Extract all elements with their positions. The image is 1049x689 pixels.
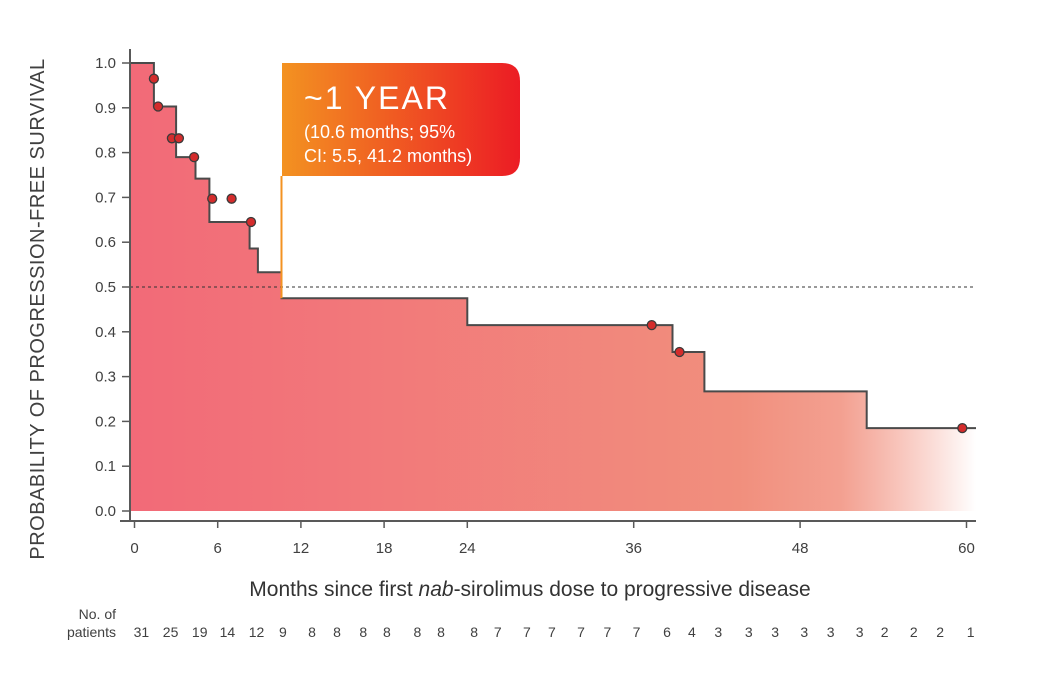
censor-marker-0 <box>148 73 160 84</box>
y-tick-label-6: 0.6 <box>95 234 116 251</box>
at-risk-count-19: 6 <box>663 624 671 640</box>
y-tick-label-3: 0.3 <box>95 369 116 386</box>
censor-marker-9 <box>674 346 685 358</box>
y-tick-label-8: 0.8 <box>95 145 116 162</box>
x-axis-ticks: 0 6 12 18 24 36 48 60 <box>130 521 975 557</box>
y-axis-label: PROBABILITY OF PROGRESSION-FREE SURVIVAL <box>27 58 49 559</box>
callout-box <box>282 63 520 176</box>
at-risk-count-4: 12 <box>249 624 265 640</box>
at-risk-count-26: 3 <box>856 624 864 640</box>
y-tick-label-1: 0.1 <box>95 458 116 475</box>
x-tick-label-1: 6 <box>214 540 222 557</box>
at-risk-count-8: 8 <box>359 624 367 640</box>
at-risk-counts: 31 25 19 14 12 9 8 8 8 8 8 8 8 7 7 7 7 7 7 6 4 3 3 3 3 3 3 2 2 2 1 <box>134 624 975 640</box>
y-axis-ticks: 0.0 0.1 0.2 0.3 0.4 0.5 0.6 0.7 0.8 0.9 1.0 <box>95 55 130 520</box>
at-risk-count-13: 7 <box>494 624 502 640</box>
plot-area <box>130 62 976 511</box>
at-risk-count-9: 8 <box>383 624 391 640</box>
at-risk-count-3: 14 <box>220 624 236 640</box>
at-risk-count-1: 25 <box>163 624 179 640</box>
at-risk-count-14: 7 <box>523 624 531 640</box>
at-risk-count-5: 9 <box>279 624 287 640</box>
survival-step-line <box>130 62 976 430</box>
at-risk-count-0: 31 <box>134 624 150 640</box>
x-axis-label-italic: nab <box>419 578 454 601</box>
x-tick-label-3: 18 <box>376 540 393 557</box>
at-risk-count-7: 8 <box>333 624 341 640</box>
at-risk-count-2: 19 <box>192 624 208 640</box>
at-risk-count-6: 8 <box>308 624 316 640</box>
at-risk-count-23: 3 <box>771 624 779 640</box>
censor-marker-5 <box>207 193 218 204</box>
at-risk-count-11: 8 <box>437 624 445 640</box>
censor-marker-8 <box>646 319 657 331</box>
censor-marker-3 <box>173 133 185 144</box>
at-risk-count-22: 3 <box>745 624 753 640</box>
x-tick-label-4: 24 <box>459 540 476 557</box>
at-risk-count-25: 3 <box>827 624 835 640</box>
y-tick-label-9: 0.9 <box>95 100 116 117</box>
at-risk-count-28: 2 <box>910 624 918 640</box>
at-risk-count-16: 7 <box>577 624 585 640</box>
at-risk-count-30: 1 <box>967 624 975 640</box>
censor-marker-4 <box>188 151 200 163</box>
censor-marker-10 <box>957 422 968 434</box>
at-risk-title-line-2: patients <box>67 624 116 640</box>
at-risk-count-12: 8 <box>470 624 478 640</box>
at-risk-count-20: 4 <box>688 624 696 640</box>
callout-detail-line-1: (10.6 months; 95% <box>304 122 455 142</box>
callout-headline: ~1 YEAR <box>304 80 450 116</box>
at-risk-count-21: 3 <box>714 624 722 640</box>
axes: 0.0 0.1 0.2 0.3 0.4 0.5 0.6 0.7 0.8 0.9 1.0 0 6 12 18… <box>95 49 976 557</box>
x-tick-label-7: 60 <box>958 540 975 557</box>
at-risk-table: No. of patients 31 25 19 14 12 9 8 8 8 8 8 8 8 7 7 7 7 7 7… <box>67 606 975 640</box>
at-risk-count-29: 2 <box>936 624 944 640</box>
x-axis-label-part-1: Months since first <box>249 578 418 601</box>
x-axis-label-part-2: -sirolimus dose to progressive disease <box>454 578 811 601</box>
at-risk-count-18: 7 <box>633 624 641 640</box>
censor-marker-6 <box>226 193 237 204</box>
y-tick-label-7: 0.7 <box>95 189 116 206</box>
x-tick-label-2: 12 <box>293 540 310 557</box>
censor-markers <box>148 73 968 434</box>
y-tick-label-4: 0.4 <box>95 324 116 341</box>
x-axis-label: Months since first nab-sirolimus dose to… <box>249 578 810 601</box>
callout-detail-line-2: CI: 5.5, 41.2 months) <box>304 146 472 166</box>
y-tick-label-5: 0.5 <box>95 279 116 296</box>
at-risk-count-24: 3 <box>800 624 808 640</box>
x-tick-label-0: 0 <box>130 540 138 557</box>
survival-area-fill <box>130 63 976 511</box>
median-callout: ~1 YEAR (10.6 months; 95% CI: 5.5, 41.2 … <box>280 63 520 299</box>
y-tick-label-2: 0.2 <box>95 413 116 430</box>
x-tick-label-6: 48 <box>792 540 809 557</box>
at-risk-title-line-1: No. of <box>79 606 116 622</box>
censor-marker-7 <box>245 216 257 228</box>
at-risk-count-10: 8 <box>414 624 422 640</box>
at-risk-count-17: 7 <box>604 624 612 640</box>
y-tick-label-10: 1.0 <box>95 55 116 72</box>
y-tick-label-0: 0.0 <box>95 503 116 520</box>
at-risk-count-27: 2 <box>881 624 889 640</box>
censor-marker-1 <box>152 101 164 112</box>
at-risk-count-15: 7 <box>548 624 556 640</box>
x-tick-label-5: 36 <box>625 540 642 557</box>
